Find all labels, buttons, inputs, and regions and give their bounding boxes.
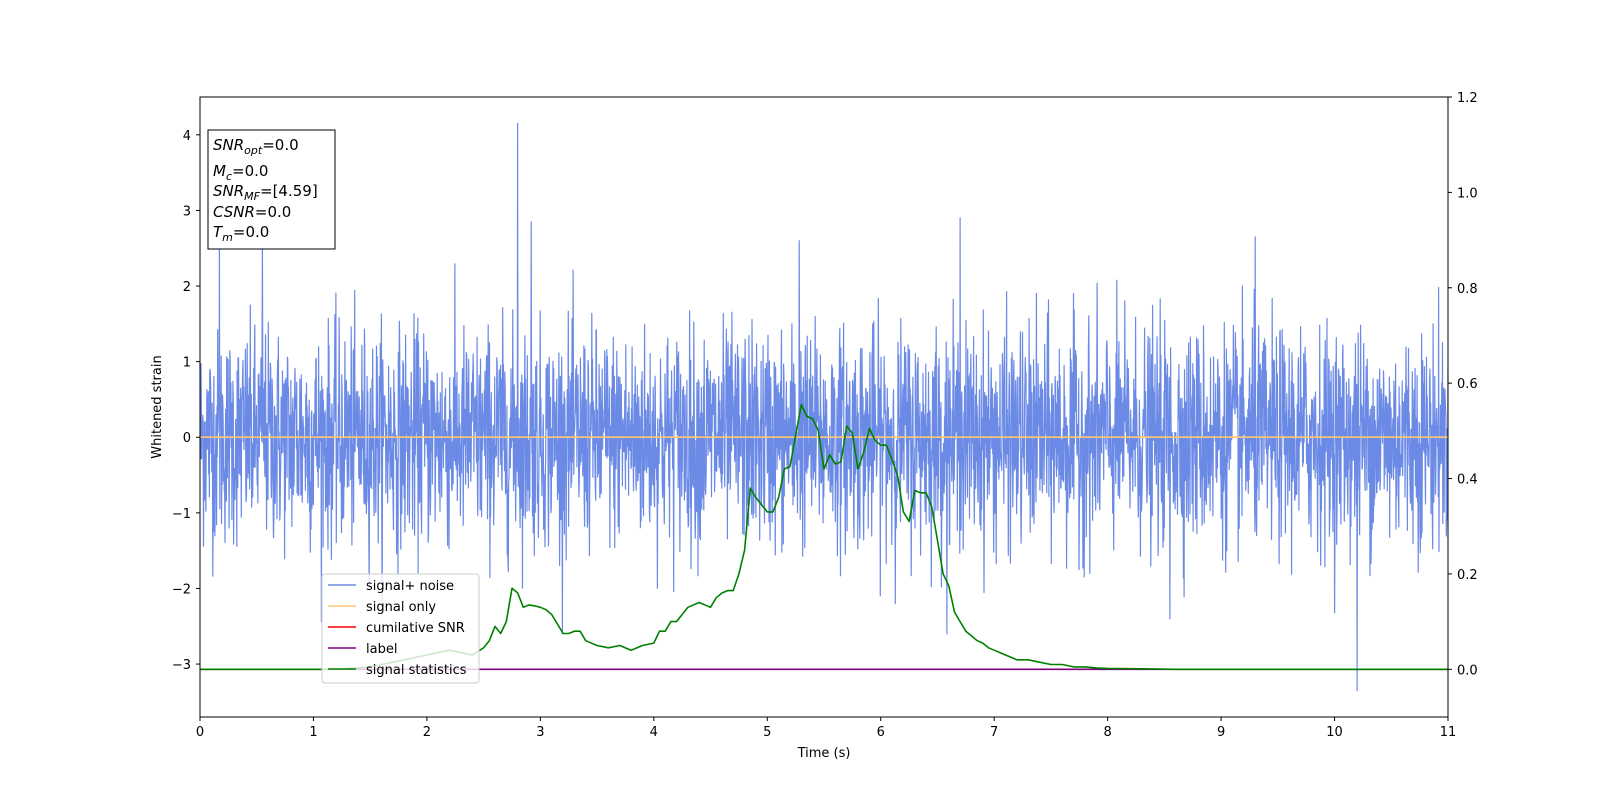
plot-frame [199,96,1449,718]
legend-items: signal+ noise signal only cumilative SNR la… [328,579,467,678]
annotation-symbol: T [213,223,224,241]
x-tick-label: 4 [650,725,658,740]
annotation-symbol: SNR [213,136,244,154]
annotation-value: =0.0 [255,203,291,221]
annotation-value: =[4.59] [260,182,318,200]
legend-label-signal-noise: signal+ noise [366,579,454,594]
y2-axis-ticks: 0.0 0.2 0.4 0.6 0.8 1.0 1.2 [1448,91,1478,678]
y-tick-label: 4 [183,129,191,144]
x-axis-label: Time (s) [797,746,851,761]
y-tick-label: −2 [172,582,191,597]
y2-tick-label: 0.2 [1457,568,1478,583]
y-tick-label: 1 [183,356,191,371]
annotation-subscript: opt [244,144,263,157]
annotation-subscript: m [222,231,233,244]
y-tick-label: 2 [183,280,191,295]
annotation-subscript: c [226,170,232,183]
y2-tick-label: 0.0 [1457,663,1478,678]
y2-tick-label: 1.0 [1457,186,1478,201]
x-tick-label: 10 [1326,725,1343,740]
legend-label-signal-only: signal only [366,600,436,615]
legend-label-signal-statistics: signal statistics [366,663,467,678]
annotation-line: Tm=0.0 [213,223,269,244]
annotation-line: SNRMF=[4.59] [213,182,318,203]
y-axis-label: Whitened strain [150,355,165,458]
annotation-lines: SNRopt=0.0Mc=0.0SNRMF=[4.59]CSNR=0.0Tm=0… [213,136,318,244]
annotation-symbol: CSNR [213,203,255,221]
legend-frame [321,573,480,684]
legend-label-label: label [366,642,397,657]
x-tick-label: 11 [1440,725,1457,740]
x-tick-label: 0 [196,725,204,740]
annotation-value: =0.0 [232,162,268,180]
y-tick-label: −3 [172,658,191,673]
x-tick-label: 8 [1103,725,1111,740]
annotation-box: SNRopt=0.0Mc=0.0SNRMF=[4.59]CSNR=0.0Tm=0… [207,129,336,250]
annotation-line: Mc=0.0 [213,162,268,183]
annotation-symbol: SNR [213,182,244,200]
y2-tick-label: 1.2 [1457,91,1478,106]
x-tick-label: 1 [309,725,317,740]
y-axis-ticks: −3 −2 −1 0 1 2 3 4 [172,129,200,673]
x-tick-label: 3 [536,725,544,740]
x-tick-label: 5 [763,725,771,740]
legend-label-cumilative-snr: cumilative SNR [366,621,465,636]
annotation-line: SNRopt=0.0 [213,136,299,157]
annotation-subscript: MF [244,190,260,203]
annotation-frame [207,129,336,250]
x-tick-label: 7 [990,725,998,740]
series-line-signal-noise [200,122,1448,692]
x-tick-label: 2 [423,725,431,740]
y2-tick-label: 0.4 [1457,473,1478,488]
y-tick-label: −1 [172,507,191,522]
x-axis-ticks: 0 1 2 3 4 5 6 7 8 9 10 11 [196,717,1456,740]
annotation-line: CSNR=0.0 [213,203,291,221]
x-tick-label: 6 [877,725,885,740]
y-tick-label: 0 [183,431,191,446]
legend: signal+ noise signal only cumilative SNR la… [321,573,480,684]
y2-tick-label: 0.6 [1457,377,1478,392]
annotation-value: =0.0 [262,136,298,154]
series-line-signal-statistics [200,403,1448,671]
annotation-value: =0.0 [233,223,269,241]
y2-tick-label: 0.8 [1457,282,1478,297]
x-tick-label: 9 [1217,725,1225,740]
annotation-symbol: M [213,162,226,180]
y-tick-label: 3 [183,204,191,219]
